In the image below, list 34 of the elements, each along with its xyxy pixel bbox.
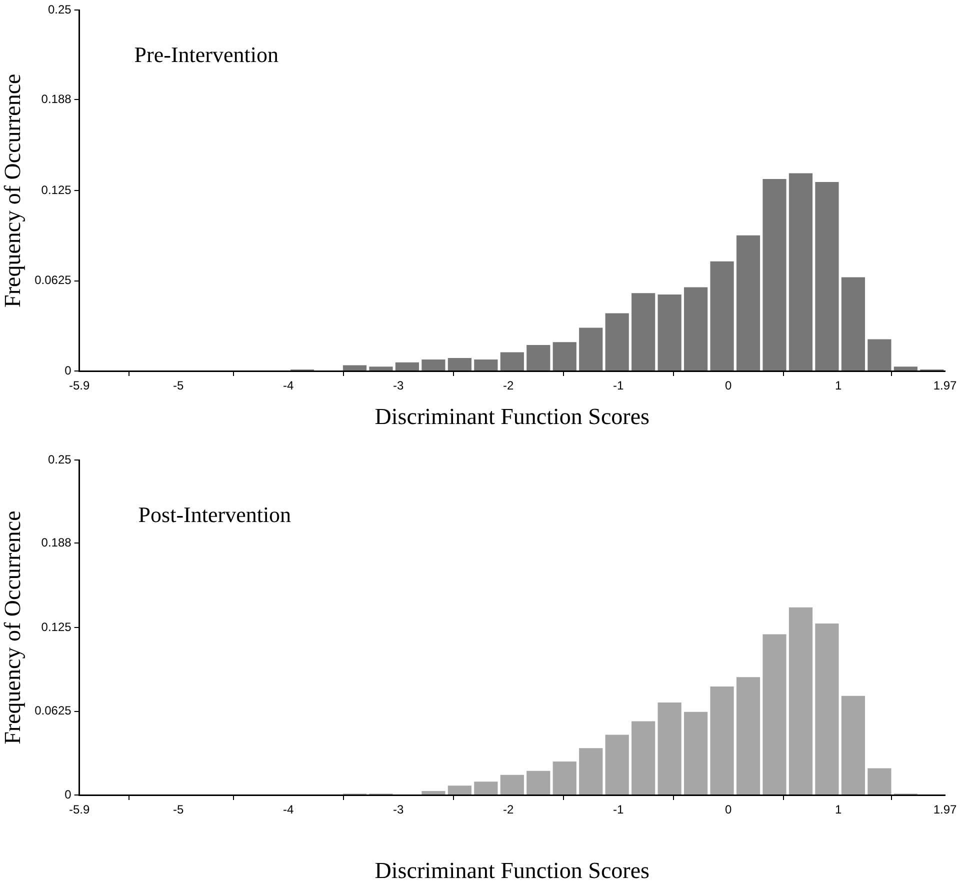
- y-tick-label: 0.125: [41, 620, 72, 634]
- x-tick-label: -5: [172, 802, 184, 817]
- y-tick-label: 0.25: [48, 452, 72, 466]
- x-tick-label: 1.97: [933, 378, 957, 393]
- y-tick-label: 0.125: [41, 182, 72, 197]
- x-tick-label: 1: [834, 378, 842, 393]
- y-tick-label: 0: [64, 787, 72, 802]
- x-tick-label: -1: [612, 802, 624, 817]
- x-tick-label: -5.9: [68, 378, 90, 393]
- x-tick-label: 0: [724, 802, 732, 817]
- x-tick-label: -3: [392, 378, 404, 393]
- x-tick-label: -5.9: [68, 802, 90, 817]
- y-tick-label: 0.188: [41, 92, 72, 106]
- text: Pre-Intervention: [134, 42, 278, 67]
- x-tick-label: -3: [392, 802, 404, 817]
- x-tick-label: -5: [172, 378, 184, 393]
- x-tick-label: 1: [834, 802, 842, 817]
- x-tick-label: 0: [724, 378, 732, 393]
- x-tick-label: -1: [612, 378, 624, 393]
- x-tick-label: 1.97: [933, 802, 957, 817]
- x-tick-label: -2: [502, 802, 514, 817]
- x-tick-label: -4: [282, 378, 294, 393]
- x-tick-label: -2: [502, 378, 514, 393]
- y-axis-title: Frequency of Occurrence: [0, 74, 25, 308]
- x-axis-title: Discriminant Function Scores: [374, 404, 650, 430]
- text: Post-Intervention: [138, 502, 292, 527]
- y-axis-title: Frequency of Occurrence: [0, 510, 25, 744]
- x-axis-title: Discriminant Function Scores: [374, 858, 650, 884]
- y-tick-label: 0.0625: [34, 273, 72, 288]
- y-tick-label: 0.188: [41, 535, 72, 550]
- y-tick-label: 0: [64, 363, 72, 378]
- x-tick-label: -4: [282, 802, 294, 817]
- y-tick-label: 0.25: [48, 2, 72, 17]
- y-tick-label: 0.0625: [34, 704, 72, 718]
